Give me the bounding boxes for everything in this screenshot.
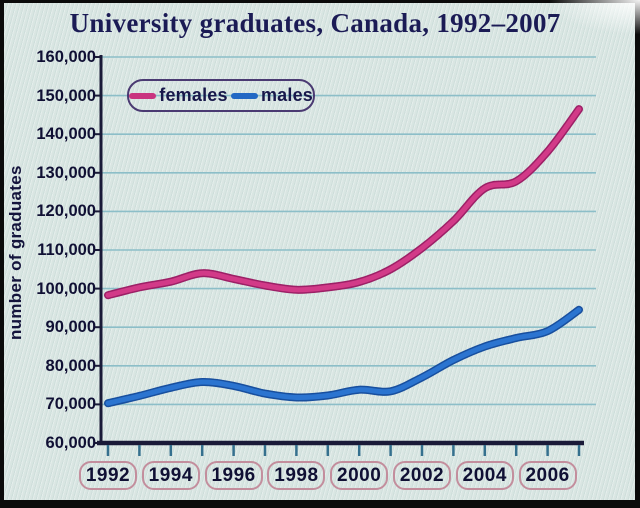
- x-year-label: 2000: [330, 461, 389, 490]
- y-axis-tick-label: 90,000: [45, 318, 96, 337]
- females-line-edge: [104, 105, 583, 300]
- females-line-swatch: [129, 92, 157, 99]
- x-year-label: 1994: [141, 461, 200, 490]
- x-year-label: 1992: [79, 461, 137, 490]
- y-axis-tick-label: 140,000: [36, 125, 96, 144]
- x-year-label: 2004: [455, 461, 514, 490]
- y-axis-tick-label: 60,000: [45, 434, 96, 452]
- y-axis-tick-label: 80,000: [45, 356, 96, 375]
- x-year-label: 1998: [267, 461, 326, 490]
- males-line-swatch: [230, 92, 258, 99]
- y-axis-tick-label: 100,000: [36, 279, 96, 298]
- scan-light-artifact: [550, 0, 640, 34]
- females-line: [105, 106, 582, 298]
- y-axis-tick-label: 130,000: [36, 163, 96, 182]
- y-axis-tick-label: 120,000: [36, 202, 96, 221]
- x-year-label: 2002: [393, 461, 451, 490]
- chart-paper: [4, 3, 635, 500]
- y-axis-tick-label: 70,000: [45, 395, 96, 414]
- chart-title: University graduates, Canada, 1992–2007: [69, 8, 561, 38]
- legend-label-females: females: [159, 85, 228, 105]
- legend: females males: [127, 79, 315, 112]
- males-line: [105, 307, 582, 406]
- y-axis-tick-label: 110,000: [37, 241, 96, 259]
- y-axis-tick-label: 160,000: [36, 48, 96, 66]
- y-axis-tick-label: 150,000: [36, 86, 96, 105]
- x-year-label: 2006: [518, 461, 577, 490]
- males-line-edge: [104, 305, 583, 408]
- legend-label-males: males: [260, 85, 313, 105]
- x-year-label: 1996: [204, 461, 263, 490]
